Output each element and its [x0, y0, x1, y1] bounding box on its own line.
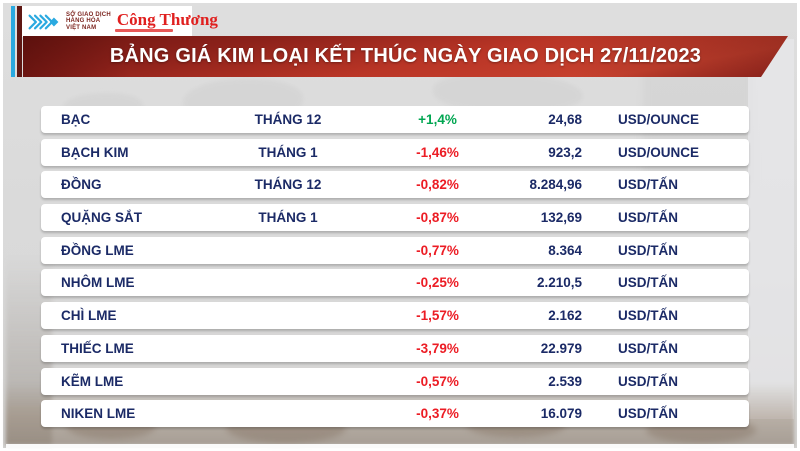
table-row: QUẶNG SẮT THÁNG 1 -0,87% 132,69 USD/TẤN: [41, 204, 749, 232]
mxv-exchange-logo-icon: [28, 14, 59, 29]
price-unit: USD/TẤN: [618, 242, 678, 258]
exchange-name: SỞ GIAO DỊCH HÀNG HÓA VIỆT NAM: [66, 12, 111, 32]
commodity-name: QUẶNG SẮT: [61, 210, 142, 226]
contract-month: THÁNG 12: [254, 112, 322, 127]
percent-change: -0,82%: [416, 177, 459, 193]
exchange-name-line1: SỞ GIAO DỊCH: [66, 11, 111, 18]
table-row: CHÌ LME -1,57% 2.162 USD/TẤN: [41, 302, 749, 330]
percent-change: -1,46%: [416, 144, 459, 160]
percent-change: -0,25%: [416, 275, 459, 291]
commodity-name: BẠCH KIM: [61, 144, 129, 160]
table-row: ĐỒNG LME -0,77% 8.364 USD/TẤN: [41, 236, 749, 264]
page-title: BẢNG GIÁ KIM LOẠI KẾT THÚC NGÀY GIAO DỊC…: [109, 45, 702, 67]
bottom-white-strip: [6, 444, 794, 448]
percent-change: -0,77%: [416, 242, 459, 258]
brand-title: Công Thương: [116, 10, 218, 29]
price-value: 2.162: [548, 308, 582, 324]
commodity-name: ĐỒNG LME: [61, 242, 134, 258]
price-unit: USD/TẤN: [618, 340, 678, 356]
percent-change: +1,4%: [418, 112, 457, 127]
price-unit: USD/TẤN: [618, 275, 678, 291]
price-value: 923,2: [548, 144, 582, 160]
contract-month: THÁNG 12: [254, 177, 322, 193]
price-value: 24,68: [548, 112, 582, 127]
commodity-name: NHÔM LME: [61, 275, 135, 291]
price-unit: USD/TẤN: [618, 210, 678, 226]
contract-month: THÁNG 1: [258, 210, 318, 226]
percent-change: -1,57%: [416, 308, 459, 324]
left-maroon-stripe: [17, 6, 22, 77]
commodity-name: BẠC: [61, 112, 91, 127]
percent-change: -0,87%: [416, 210, 459, 226]
price-unit: USD/OUNCE: [618, 144, 700, 160]
price-table: BẠC THÁNG 12 +1,4% 24,68 USD/OUNCE BẠCH …: [41, 106, 749, 433]
price-value: 8.364: [548, 242, 582, 258]
title-banner: BẢNG GIÁ KIM LOẠI KẾT THÚC NGÀY GIAO DỊC…: [23, 36, 788, 77]
table-row: THIẾC LME -3,79% 22.979 USD/TẤN: [41, 334, 749, 362]
percent-change: -0,37%: [416, 406, 459, 422]
price-value: 132,69: [540, 210, 582, 226]
percent-change: -3,79%: [416, 340, 459, 356]
table-row: NHÔM LME -0,25% 2.210,5 USD/TẤN: [41, 269, 749, 297]
commodity-name: CHÌ LME: [61, 308, 117, 324]
brand-tagline-rule: [114, 29, 173, 32]
percent-change: -0,57%: [416, 373, 459, 389]
contract-month: THÁNG 1: [258, 144, 318, 160]
table-row: ĐỒNG THÁNG 12 -0,82% 8.284,96 USD/TẤN: [41, 171, 749, 199]
commodity-name: THIẾC LME: [61, 340, 134, 356]
price-value: 8.284,96: [529, 177, 582, 193]
table-row: KẼM LME -0,57% 2.539 USD/TẤN: [41, 367, 749, 395]
price-unit: USD/OUNCE: [618, 112, 700, 127]
price-value: 22.979: [540, 340, 582, 356]
table-row: BẠC THÁNG 12 +1,4% 24,68 USD/OUNCE: [41, 106, 749, 133]
table-row: BẠCH KIM THÁNG 1 -1,46% 923,2 USD/OUNCE: [41, 138, 749, 166]
commodity-name: NIKEN LME: [61, 406, 136, 422]
table-row: NIKEN LME -0,37% 16.079 USD/TẤN: [41, 400, 749, 428]
price-unit: USD/TẤN: [618, 406, 678, 422]
left-cyan-stripe: [11, 6, 15, 77]
price-value: 2.539: [548, 373, 582, 389]
cong-thuong-brand: Công Thương: [114, 10, 218, 32]
price-unit: USD/TẤN: [618, 373, 678, 389]
logo-bar: SỞ GIAO DỊCH HÀNG HÓA VIỆT NAM Công Thươ…: [22, 6, 218, 37]
commodity-name: ĐỒNG: [61, 177, 102, 193]
commodity-name: KẼM LME: [61, 373, 124, 389]
price-unit: USD/TẤN: [618, 308, 678, 324]
price-value: 16.079: [540, 406, 582, 422]
background-right-strip: [748, 39, 794, 419]
exchange-name-line2: HÀNG HÓA: [66, 18, 101, 25]
price-unit: USD/TẤN: [618, 177, 678, 193]
exchange-name-line3: VIỆT NAM: [66, 24, 97, 31]
price-value: 2.210,5: [536, 275, 582, 291]
